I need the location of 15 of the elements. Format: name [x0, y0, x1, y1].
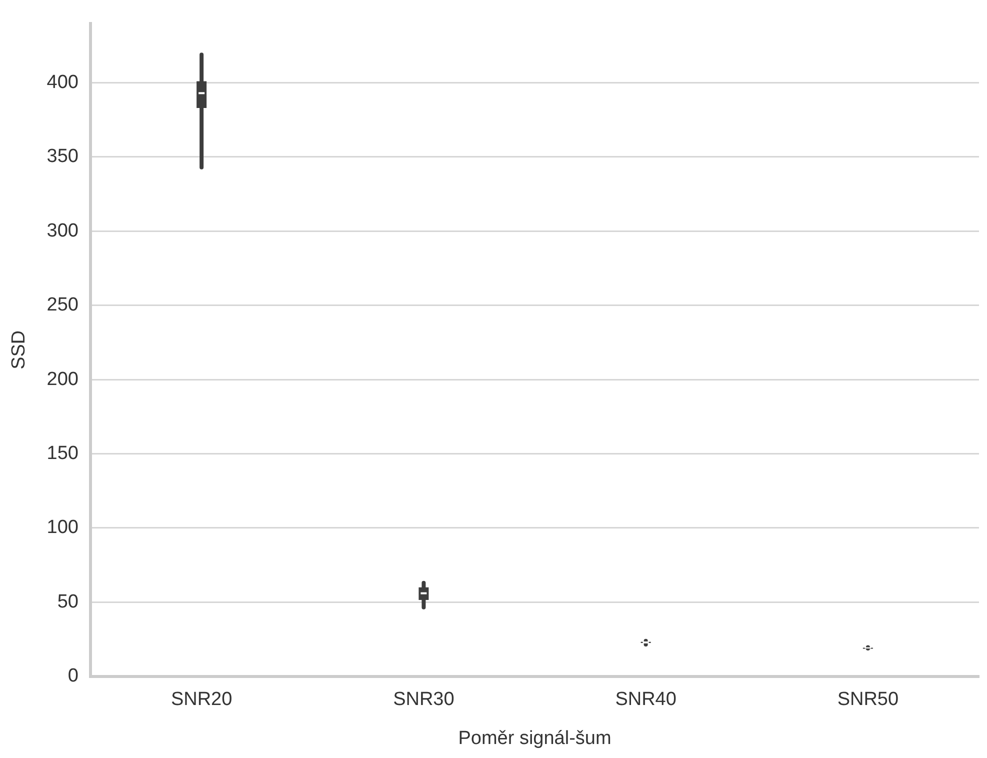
x-tick-label: SNR20	[170, 689, 232, 710]
x-tick-label: SNR50	[837, 689, 899, 710]
y-tick-label: 300	[46, 220, 78, 242]
y-tick-label: 150	[46, 443, 78, 464]
x-tick-label: SNR40	[615, 689, 676, 710]
x-tick-label: SNR30	[393, 689, 454, 710]
x-axis-title: Poměr signál-šum	[458, 728, 612, 749]
y-tick-label: 100	[46, 517, 78, 538]
y-tick-label: 250	[46, 294, 78, 316]
y-tick-label: 200	[46, 368, 78, 390]
y-tick-label: 400	[46, 72, 78, 93]
y-tick-label: 50	[57, 591, 78, 612]
y-tick-label: 0	[68, 666, 78, 687]
y-axis-title: SSD	[8, 330, 30, 370]
y-tick-label: 350	[46, 146, 78, 168]
